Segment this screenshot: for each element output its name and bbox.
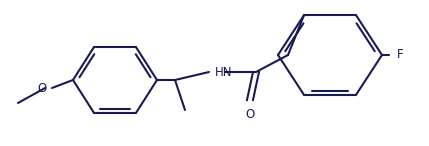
Text: HN: HN (215, 66, 233, 79)
Text: F: F (397, 48, 404, 61)
Text: O: O (38, 81, 47, 94)
Text: O: O (245, 108, 255, 121)
